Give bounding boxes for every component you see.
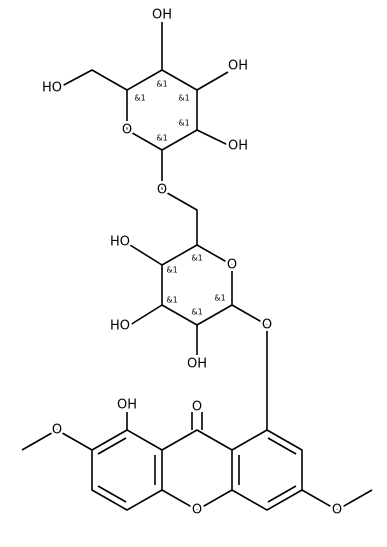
atom-label: O [227, 258, 237, 273]
stereo-label: &1 [191, 254, 202, 263]
atom-label: O [192, 503, 202, 518]
atom-label: O [157, 183, 167, 198]
stereo-label: &1 [134, 94, 145, 103]
stereo-label: &1 [156, 134, 167, 143]
atom-label: OH [117, 398, 137, 413]
atom-label: OH [187, 357, 207, 372]
atom-label: OH [228, 139, 248, 154]
atom-label: O [122, 123, 132, 138]
stereo-label: &1 [214, 294, 225, 303]
atom-label: HO [42, 81, 62, 96]
atom-label: OH [152, 8, 172, 23]
stereo-label: &1 [178, 94, 189, 103]
atom-label: O [332, 503, 342, 518]
stereo-label: &1 [156, 80, 167, 89]
atom-label: O [52, 423, 62, 438]
bonds [21, 22, 373, 511]
atom-label: HO [110, 235, 130, 250]
stereo-label: &1 [191, 308, 202, 317]
stereo-label: &1 [178, 119, 189, 128]
atom-label: O [262, 318, 272, 333]
stereo-label: &1 [166, 266, 177, 275]
atom-label: O [192, 400, 202, 415]
atom-label: OH [228, 59, 248, 74]
stereo-label: &1 [166, 296, 177, 305]
atom-label: HO [110, 319, 130, 334]
